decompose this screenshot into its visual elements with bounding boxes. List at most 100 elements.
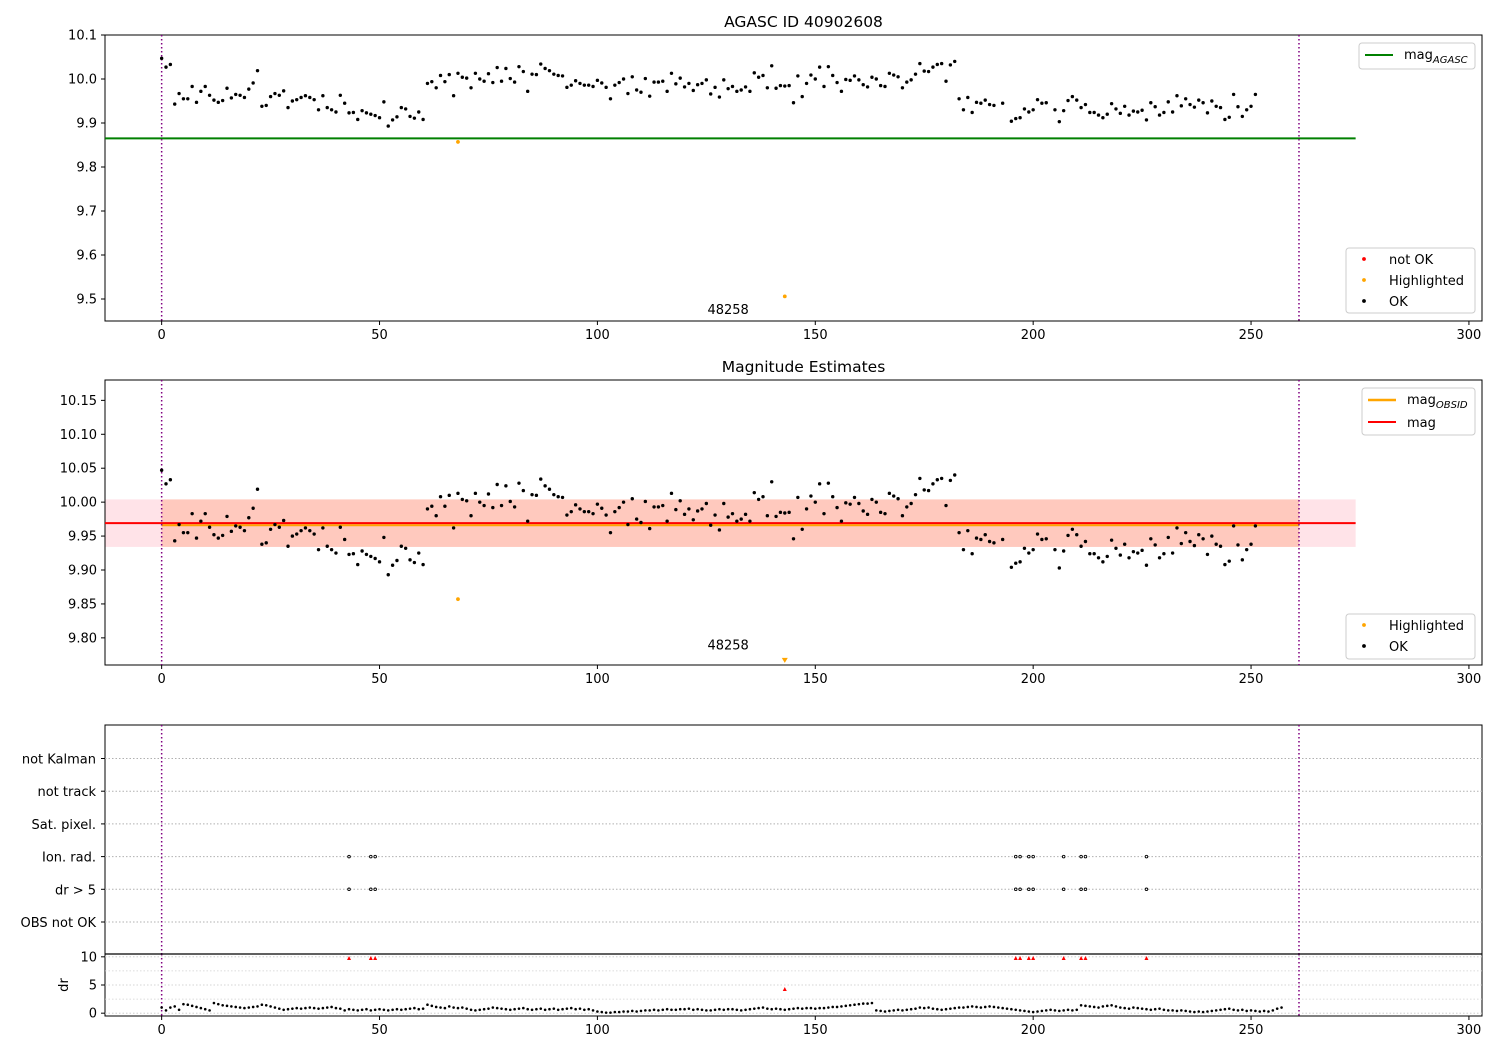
dr-point [177,1008,181,1012]
ok-point [835,505,839,510]
ok-point [1000,101,1005,105]
dr-point [373,1008,377,1012]
ok-point [717,95,722,99]
dr-point [622,1010,625,1013]
ok-point [290,99,295,103]
ok-point [883,511,887,516]
ok-point [186,530,190,535]
ok-point [464,499,469,503]
ok-point [395,115,399,119]
ok-point [504,66,508,71]
ok-point [643,76,648,81]
ok-point [1066,533,1070,538]
dr-point [761,1006,765,1009]
ok-point [1044,537,1048,541]
ok-point [939,61,944,66]
ok-point [225,86,229,90]
dr-point [757,1006,760,1010]
ok-point [778,83,783,88]
dr-point [809,1006,813,1010]
ok-point [722,501,726,506]
dr-point [1193,1010,1196,1014]
ok-point [247,516,251,520]
ok-point [1175,526,1179,530]
dr-point [321,1006,325,1010]
dr-point [378,1007,381,1011]
dr-point [1241,1008,1244,1012]
ok-point [682,512,687,517]
ok-point [756,75,761,79]
ok-point [229,96,234,100]
ok-point [613,509,617,514]
ok-point [547,68,552,73]
ok-point [974,100,979,105]
ok-point [987,539,992,544]
ok-point [1061,108,1066,113]
ok-point [177,91,181,96]
ok-point [1197,533,1201,537]
ok-point [556,73,560,78]
ok-point [469,514,473,518]
dr-point [386,1009,390,1012]
ok-point [809,73,813,77]
ok-point [360,549,364,553]
dr-point [574,1007,577,1011]
dr-point [1001,1006,1004,1010]
dr-flagged-point [1013,955,1018,960]
dr-point [421,1007,425,1010]
ok-point [1101,560,1105,564]
dr-point [892,1009,896,1012]
ok-point [865,85,870,89]
ok-point [783,84,787,88]
ok-point [508,499,512,504]
dr-point [225,1004,229,1008]
ok-point [839,89,844,94]
dr-point [299,1007,303,1010]
ok-point [1096,556,1101,560]
ok-point [434,514,438,518]
ok-point [473,71,478,75]
x-tick-label: 250 [1239,328,1264,343]
ok-point [412,560,417,565]
dr-point [1219,1008,1222,1012]
ok-point [377,560,382,564]
ok-point [1149,537,1153,541]
ok-point [713,513,717,517]
ok-point [194,536,199,540]
ok-point [844,77,848,82]
ok-point [878,83,883,88]
ok-point [626,91,630,96]
dr-point [983,1005,987,1009]
ok-point [277,525,282,529]
ok-point [225,514,229,519]
ok-point [931,482,935,486]
ok-point [695,509,700,513]
y-axis-label: dr [57,978,72,992]
dr-point [312,1006,316,1010]
ok-point [778,510,783,515]
ok-point [1210,534,1214,538]
dr-point [1166,1009,1170,1012]
ok-point [1188,102,1192,107]
dr-point [931,1007,935,1010]
ok-point [983,533,987,537]
y-tick-label: 9.90 [68,564,97,579]
ok-point [377,116,382,120]
ok-point [1109,538,1114,542]
ok-point [883,84,887,89]
dr-point [173,1005,177,1008]
dr-point [635,1010,638,1013]
ok-point [159,468,164,472]
flag-point [347,854,351,859]
ok-point [238,93,242,97]
y-tick-label: 10.15 [60,394,97,409]
ok-point [826,64,831,69]
ok-point [190,511,194,516]
ok-point [791,537,796,541]
ok-point [595,502,600,506]
ok-point [652,505,656,509]
ok-point [1014,116,1018,121]
ok-point [325,105,329,110]
x-tick-label: 100 [585,1023,610,1038]
x-tick-label: 50 [371,672,388,687]
